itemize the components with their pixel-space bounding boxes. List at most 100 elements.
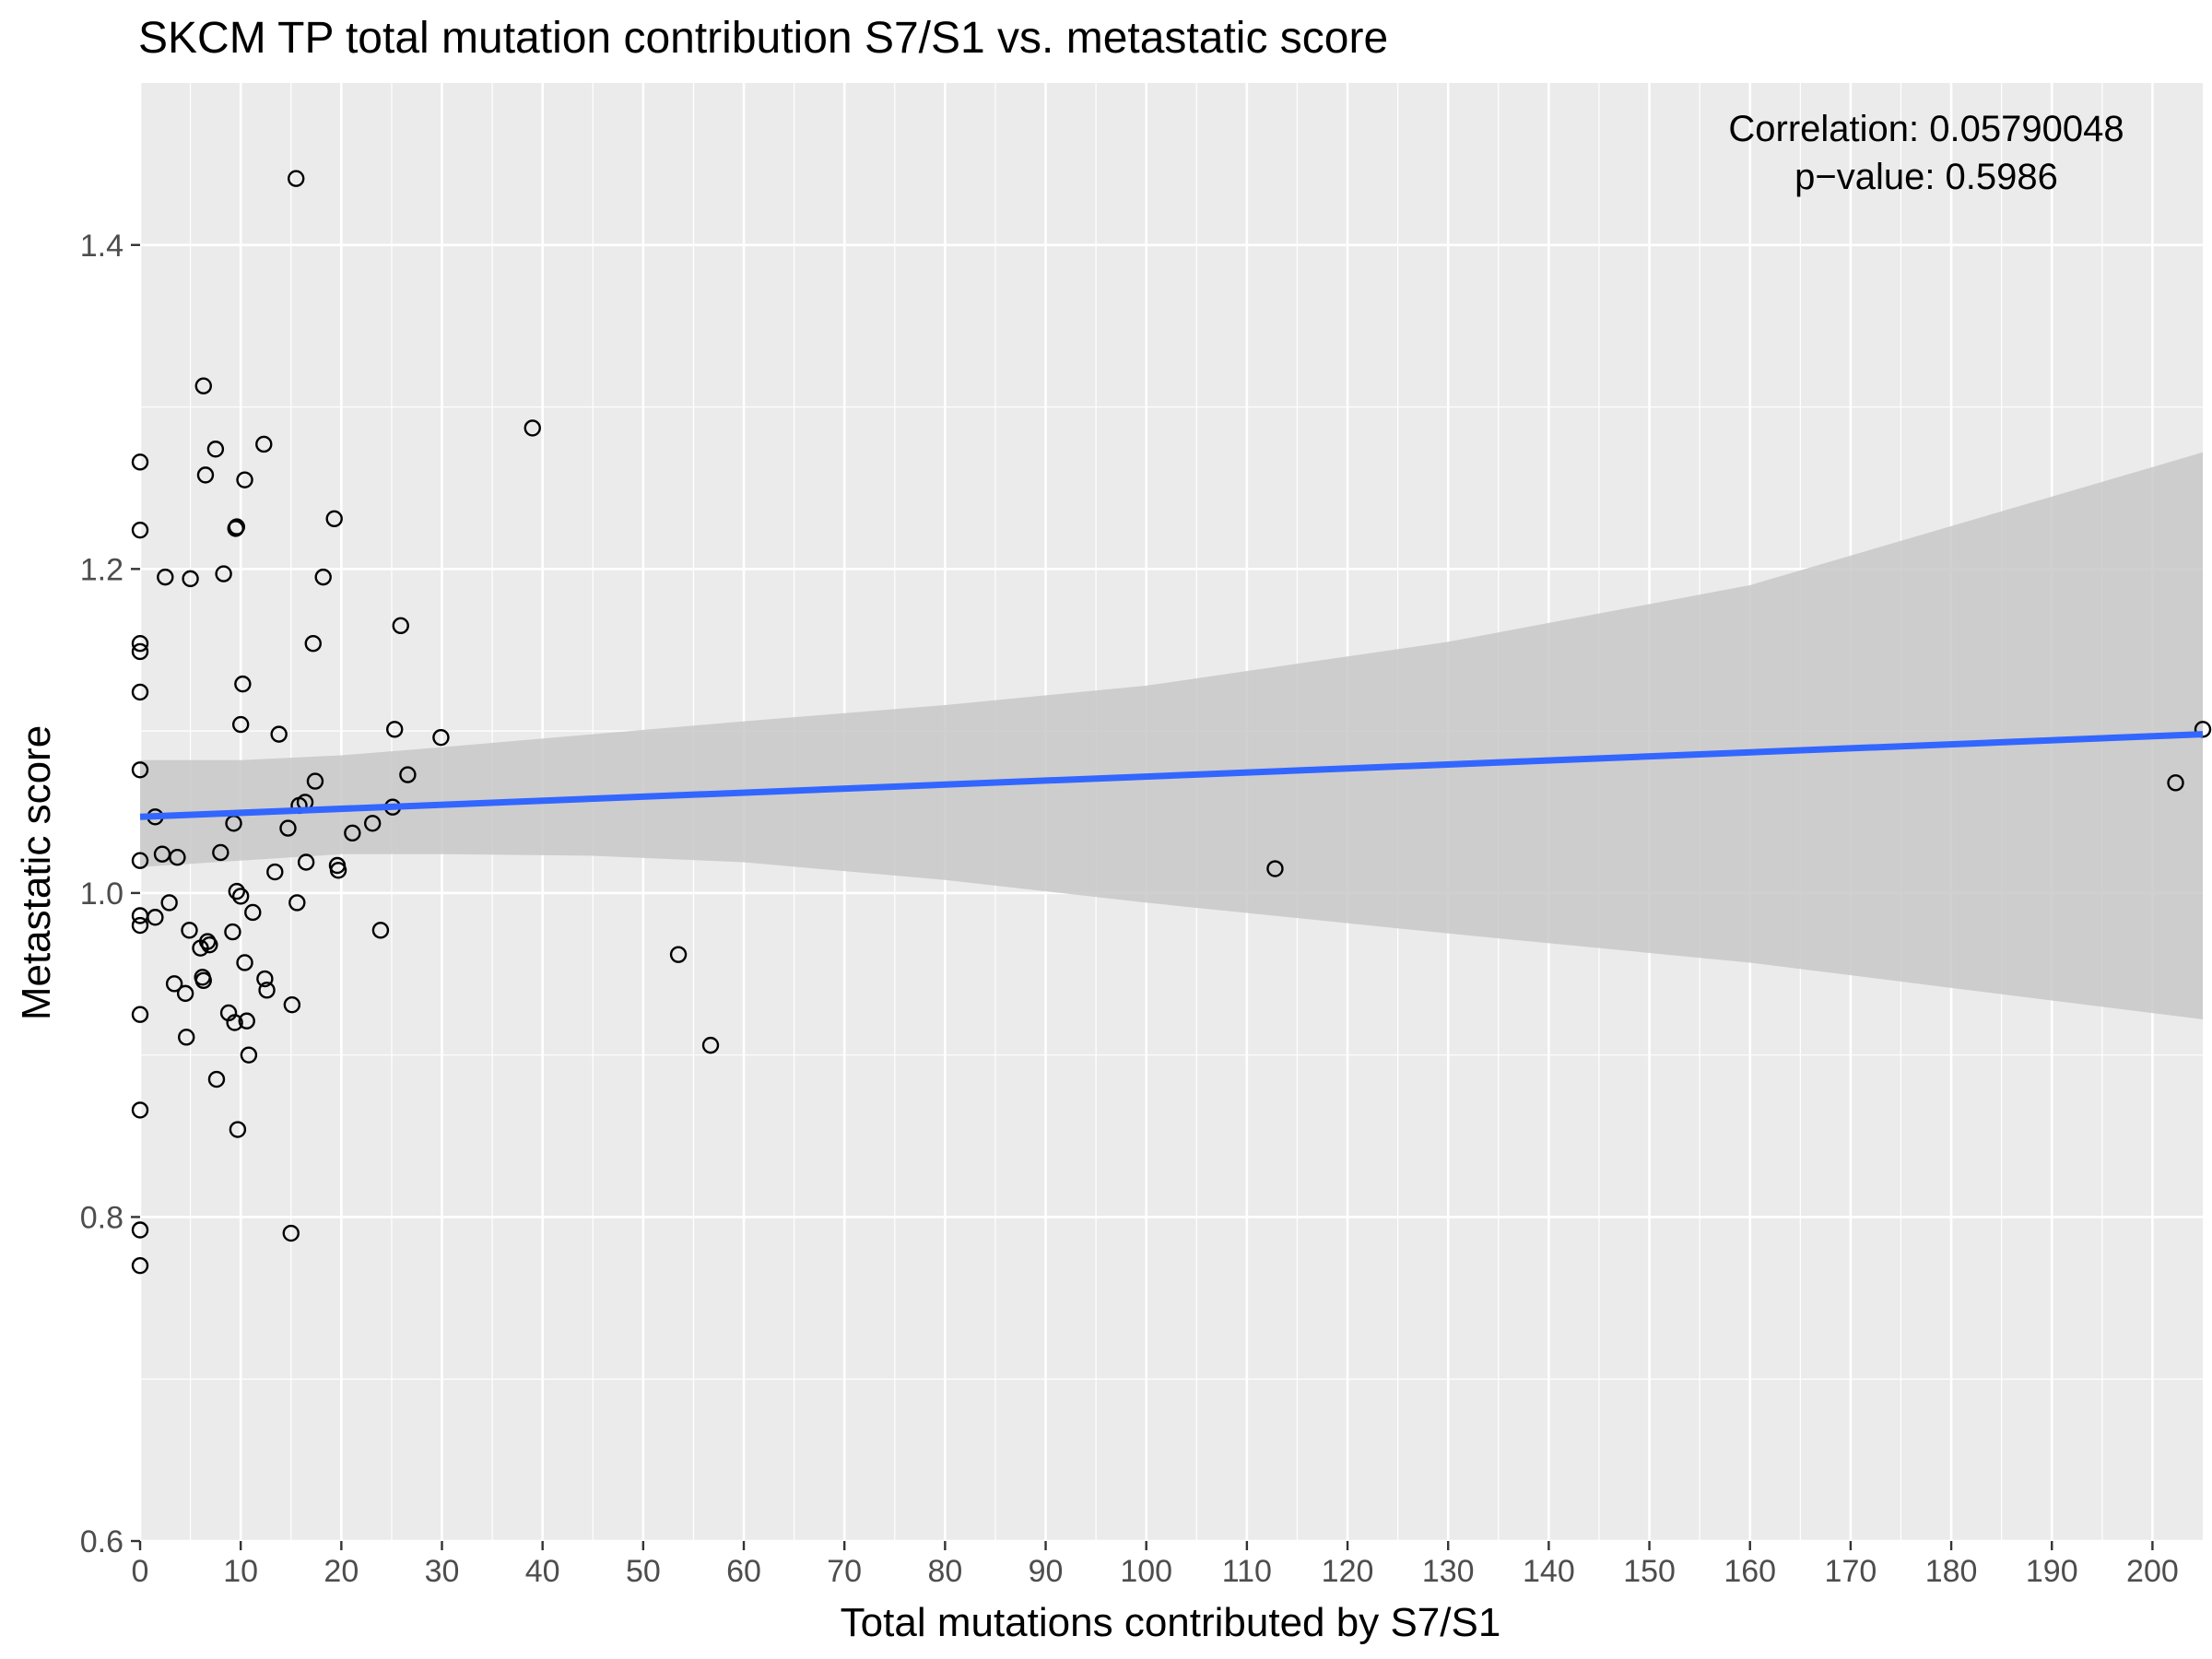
data-point: [371, 922, 390, 939]
data-point: [169, 849, 186, 866]
y-tick-label: 0.8: [80, 1200, 124, 1235]
data-point: [212, 843, 229, 862]
data-point: [314, 568, 332, 586]
y-axis-label: Metastatic score: [14, 724, 59, 1021]
x-tick-label: 20: [324, 1554, 359, 1589]
data-point: [131, 1221, 149, 1239]
data-point: [669, 946, 688, 963]
data-point: [165, 975, 183, 993]
data-point: [234, 675, 252, 693]
x-tick-label: 50: [626, 1554, 661, 1589]
data-point: [701, 1036, 720, 1054]
y-tick-label: 1.4: [80, 229, 124, 264]
data-point: [432, 728, 450, 747]
x-tick-label: 60: [726, 1554, 761, 1589]
data-point: [131, 916, 149, 935]
data-point: [392, 617, 409, 635]
x-tick-label: 160: [1724, 1554, 1776, 1589]
data-point: [228, 882, 246, 900]
data-point: [131, 521, 149, 539]
data-point: [236, 954, 253, 971]
data-point: [131, 453, 149, 471]
data-point: [399, 766, 417, 783]
data-point: [131, 1101, 149, 1119]
data-point: [244, 903, 262, 922]
data-point: [386, 721, 404, 738]
data-point: [325, 510, 343, 528]
data-point: [226, 1014, 243, 1031]
data-point: [131, 642, 149, 661]
data-point: [288, 170, 305, 187]
x-tick-label: 0: [132, 1554, 149, 1589]
data-point: [182, 570, 199, 588]
x-axis-label: Total mutations contributed by S7/S1: [840, 1600, 1501, 1645]
data-point: [2167, 774, 2184, 792]
x-tick-label: 120: [1322, 1554, 1374, 1589]
x-tick-label: 180: [1925, 1554, 1978, 1589]
x-tick-label: 110: [1222, 1554, 1272, 1589]
data-point: [194, 971, 212, 990]
p-value-annotation: p−value: 0.5986: [1794, 157, 2058, 197]
data-point: [279, 819, 297, 837]
x-tick-label: 100: [1120, 1554, 1172, 1589]
y-tick-label: 0.6: [80, 1524, 124, 1559]
x-tick-label: 200: [2126, 1554, 2179, 1589]
x-tick-label: 90: [1029, 1554, 1064, 1589]
data-point: [207, 1070, 226, 1088]
y-tick-label: 1.0: [80, 877, 124, 912]
data-point: [196, 466, 215, 484]
regression-line: [139, 731, 2204, 820]
x-tick-label: 10: [223, 1554, 258, 1589]
data-point: [201, 935, 218, 954]
x-tick-label: 80: [927, 1554, 962, 1589]
data-point: [131, 1256, 149, 1275]
data-point: [131, 683, 149, 701]
data-point: [236, 471, 253, 488]
data-point: [231, 715, 250, 734]
x-tick-label: 30: [425, 1554, 460, 1589]
data-point: [131, 634, 149, 653]
correlation-annotation: Correlation: 0.05790048: [1728, 109, 2124, 149]
data-point: [229, 1121, 247, 1138]
x-tick-label: 70: [827, 1554, 862, 1589]
data-point: [178, 1029, 195, 1046]
data-point: [1266, 860, 1284, 877]
data-point: [304, 634, 322, 653]
x-tick-label: 130: [1422, 1554, 1475, 1589]
data-point: [524, 419, 541, 437]
x-tick-label: 140: [1523, 1554, 1575, 1589]
data-point: [240, 1046, 258, 1064]
data-point: [258, 982, 276, 999]
data-point: [255, 435, 273, 453]
x-tick-label: 190: [2026, 1554, 2078, 1589]
y-tick-label: 1.2: [80, 552, 124, 587]
x-tick-label: 170: [1825, 1554, 1877, 1589]
data-point: [256, 970, 274, 988]
data-point: [131, 852, 149, 869]
data-point: [228, 518, 246, 535]
data-point: [266, 863, 284, 881]
data-point: [224, 923, 241, 941]
data-point: [231, 888, 250, 905]
data-point: [206, 441, 225, 458]
data-point: [238, 1012, 255, 1030]
data-point: [131, 1006, 149, 1023]
data-point: [363, 815, 382, 832]
data-point: [344, 824, 361, 842]
data-point: [181, 922, 198, 939]
chart-title: SKCM TP total mutation contribution S7/S…: [138, 14, 1389, 63]
data-point: [215, 565, 232, 582]
data-point: [198, 933, 217, 950]
data-point: [194, 377, 212, 394]
data-point: [282, 1224, 300, 1242]
data-point: [131, 761, 149, 779]
data-point: [160, 894, 178, 912]
data-point: [157, 568, 174, 586]
data-point: [176, 984, 194, 1003]
data-point: [147, 909, 164, 926]
data-point: [306, 772, 324, 790]
data-point: [297, 853, 315, 871]
x-tick-label: 40: [525, 1554, 560, 1589]
